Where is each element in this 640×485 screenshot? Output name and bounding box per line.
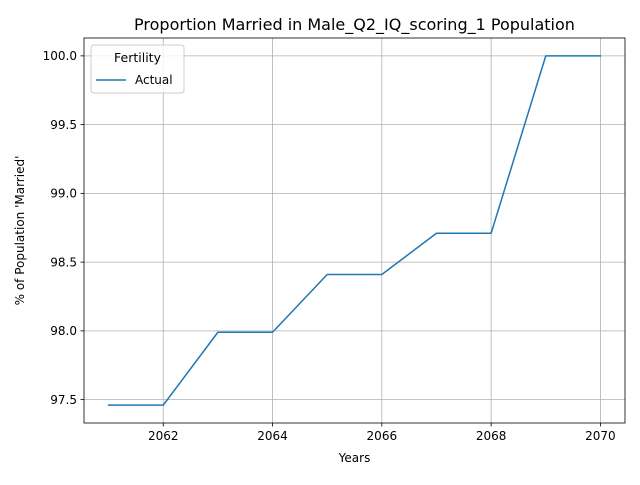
ticks: 2062 2064 2066 2068 2070 97.5 98.0 98.5 99.0 99.5… <box>43 49 616 443</box>
plot-frame <box>83 37 626 424</box>
legend: Fertility Actual <box>90 44 185 94</box>
x-tick-label: 2064 <box>257 429 288 443</box>
chart-title: Proportion Married in Male_Q2_IQ_scoring… <box>134 15 575 35</box>
series-line-actual <box>107 55 602 406</box>
legend-box <box>90 44 185 94</box>
y-tick-label: 99.0 <box>50 187 77 201</box>
x-tick-label: 2070 <box>585 429 616 443</box>
y-tick-label: 99.5 <box>50 118 77 132</box>
y-tick-label: 97.5 <box>50 393 77 407</box>
x-tick-label: 2068 <box>476 429 507 443</box>
y-tick-label: 98.0 <box>50 324 77 338</box>
y-tick-label: 100.0 <box>43 49 77 63</box>
x-tick-label: 2062 <box>148 429 179 443</box>
series-layer <box>107 55 602 406</box>
legend-label-actual: Actual <box>135 73 173 87</box>
grid <box>84 38 625 423</box>
x-tick-label: 2066 <box>367 429 398 443</box>
y-tick-label: 98.5 <box>50 255 77 269</box>
x-axis-label: Years <box>338 451 371 465</box>
legend-title: Fertility <box>114 50 162 65</box>
y-axis-label: % of Population 'Married' <box>13 156 27 306</box>
